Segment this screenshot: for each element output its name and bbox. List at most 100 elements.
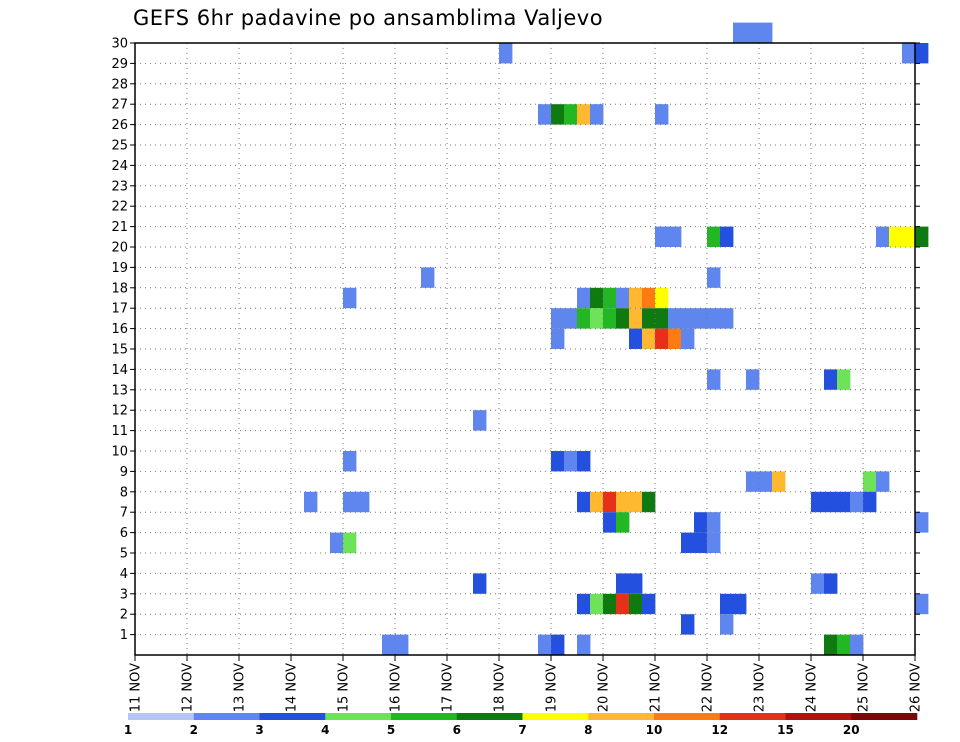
y-axis: 1234567891011121314151617181920212223242…: [111, 37, 920, 643]
y-tick-label: 28: [111, 77, 128, 92]
heatmap-cell: [629, 573, 643, 594]
heatmap-cell: [876, 471, 890, 492]
heatmap-cell: [902, 226, 916, 247]
heatmap-cell: [746, 22, 760, 43]
heatmap-cell: [889, 226, 903, 247]
heatmap-cell: [681, 328, 695, 349]
y-tick-label: 19: [111, 261, 128, 276]
heatmap-cell: [421, 267, 435, 288]
heatmap-cell: [655, 328, 669, 349]
heatmap-cell: [551, 634, 565, 655]
x-tick-label: 21 NOV: [649, 663, 664, 712]
y-tick-label: 8: [120, 485, 128, 500]
heatmap-cell: [577, 634, 591, 655]
heatmap-cell: [915, 43, 929, 64]
heatmap-cell: [551, 308, 565, 329]
y-tick-label: 4: [120, 567, 128, 582]
legend-label: 1: [124, 723, 132, 737]
heatmap-cell: [772, 471, 786, 492]
heatmap-cell: [551, 104, 565, 125]
heatmap-cell: [343, 287, 357, 309]
x-tick-label: 26 NOV: [909, 663, 924, 712]
heatmap-cell: [811, 573, 825, 594]
heatmap-cell: [590, 308, 604, 329]
heatmap-cell: [707, 308, 721, 329]
heatmap-cell: [330, 532, 344, 553]
heatmap-cell: [616, 573, 630, 594]
x-tick-label: 19 NOV: [545, 663, 560, 712]
heatmap-cell: [538, 634, 552, 655]
heatmap-cell: [603, 593, 617, 615]
heatmap-cell: [837, 634, 851, 655]
heatmap-cell: [707, 226, 721, 247]
heatmap-cell: [850, 491, 864, 513]
heatmap-cell: [642, 328, 656, 349]
x-tick-label: 24 NOV: [805, 663, 820, 712]
heatmap-cell: [746, 471, 760, 492]
y-tick-label: 5: [120, 547, 128, 562]
y-tick-label: 30: [111, 37, 128, 52]
x-tick-label: 25 NOV: [857, 663, 872, 712]
heatmap-cell: [694, 532, 708, 553]
heatmap-cell: [707, 267, 721, 288]
heatmap-cell: [642, 287, 656, 309]
heatmap-cell: [629, 287, 643, 309]
heatmap-cell: [876, 226, 890, 247]
legend-label: 20: [843, 723, 860, 737]
y-tick-label: 6: [120, 526, 128, 541]
legend-label: 5: [387, 723, 395, 737]
y-tick-label: 11: [111, 424, 128, 439]
heatmap-cell: [616, 308, 630, 329]
heatmap-cell: [343, 491, 357, 513]
heatmap-cell: [733, 22, 747, 43]
x-tick-label: 12 NOV: [181, 663, 196, 712]
legend-label: 12: [711, 723, 728, 737]
heatmap-cell: [551, 451, 565, 472]
heatmap-cell: [655, 308, 669, 329]
heatmap-cell: [629, 491, 643, 513]
heatmap-cell: [499, 43, 513, 64]
heatmap-cell: [629, 593, 643, 615]
heatmap-cell: [603, 308, 617, 329]
y-tick-label: 15: [111, 343, 128, 358]
y-tick-label: 13: [111, 383, 128, 398]
heatmap-cell: [577, 104, 591, 125]
heatmap-cell: [642, 491, 656, 513]
heatmap-cell: [603, 512, 617, 533]
cells-layer: [304, 22, 929, 655]
y-tick-label: 10: [111, 445, 128, 460]
heatmap-cell: [629, 308, 643, 329]
heatmap-cell: [707, 369, 721, 390]
legend-label: 6: [453, 723, 461, 737]
heatmap-cell: [642, 308, 656, 329]
heatmap-cell: [577, 593, 591, 615]
heatmap-cell: [915, 512, 929, 533]
heatmap-cell: [837, 491, 851, 513]
heatmap-cell: [616, 512, 630, 533]
heatmap-cell: [343, 532, 357, 553]
heatmap-cell: [473, 410, 487, 431]
legend-swatch: [654, 713, 721, 720]
legend-swatch: [522, 713, 589, 720]
chart-title: GEFS 6hr padavine po ansamblima Valjevo: [133, 6, 604, 30]
heatmap-cell: [863, 491, 877, 513]
heatmap-cell: [577, 308, 591, 329]
x-tick-label: 14 NOV: [285, 663, 300, 712]
heatmap-cell: [720, 614, 734, 635]
legend-swatch: [259, 713, 326, 720]
y-tick-label: 2: [120, 608, 128, 623]
heatmap-cell: [863, 471, 877, 492]
y-tick-label: 9: [120, 465, 128, 480]
heatmap-cell: [473, 573, 487, 594]
y-tick-label: 20: [111, 241, 128, 256]
heatmap-cell: [668, 226, 682, 247]
heatmap-cell: [694, 308, 708, 329]
heatmap-cell: [577, 491, 591, 513]
heatmap-cell: [720, 226, 734, 247]
legend-label: 15: [777, 723, 794, 737]
heatmap-cell: [915, 593, 929, 615]
heatmap-cell: [395, 634, 409, 655]
heatmap-cell: [902, 43, 916, 64]
y-tick-label: 18: [111, 281, 128, 296]
heatmap-cell: [551, 328, 565, 349]
